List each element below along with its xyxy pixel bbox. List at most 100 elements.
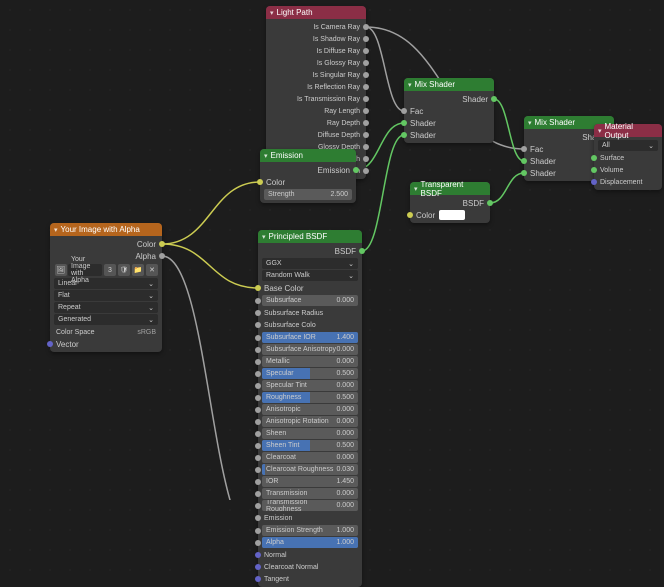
socket-out[interactable] <box>363 72 369 78</box>
socket-in[interactable] <box>255 467 261 473</box>
socket-in[interactable] <box>255 552 261 558</box>
socket-in[interactable] <box>591 167 597 173</box>
node-header[interactable]: ▾ Emission <box>260 149 356 162</box>
socket-in[interactable] <box>255 515 261 521</box>
socket-in[interactable] <box>591 179 597 185</box>
socket-out[interactable] <box>363 60 369 66</box>
socket-out[interactable] <box>363 96 369 102</box>
socket-in[interactable] <box>255 383 261 389</box>
users-icon[interactable]: 3 <box>104 264 116 276</box>
slider-transmission[interactable]: Transmission0.000 <box>262 488 358 499</box>
socket-out[interactable] <box>363 168 369 174</box>
slider-anisotropic-rotation[interactable]: Anisotropic Rotation0.000 <box>262 416 358 427</box>
socket-in[interactable] <box>255 479 261 485</box>
socket-out[interactable] <box>363 120 369 126</box>
node-header[interactable]: ▾ Material Output <box>594 124 662 137</box>
slider-subsurface[interactable]: Subsurface0.000 <box>262 295 358 306</box>
socket-in[interactable] <box>255 576 261 582</box>
socket-out[interactable] <box>159 241 165 247</box>
socket-out[interactable] <box>491 96 497 102</box>
socket-in[interactable] <box>521 170 527 176</box>
socket-out[interactable] <box>159 253 165 259</box>
socket-in[interactable] <box>255 335 261 341</box>
slider-alpha[interactable]: Alpha1.000 <box>262 537 358 548</box>
socket-in[interactable] <box>255 359 261 365</box>
slider-ior[interactable]: IOR1.450 <box>262 476 358 487</box>
socket-in[interactable] <box>255 564 261 570</box>
node-header[interactable]: ▾ Principled BSDF <box>258 230 362 243</box>
slider-clearcoat-roughness[interactable]: Clearcoat Roughness0.030 <box>262 464 358 475</box>
image-name-field[interactable]: Your Image with Alpha <box>68 264 102 276</box>
proj-dropdown[interactable]: Flat⌄ <box>54 290 158 301</box>
node-material-output[interactable]: ▾ Material Output All⌄ SurfaceVolumeDisp… <box>594 124 662 190</box>
socket-in[interactable] <box>255 503 261 509</box>
socket-in[interactable] <box>255 298 261 304</box>
socket-in[interactable] <box>407 212 413 218</box>
ext-dropdown[interactable]: Repeat⌄ <box>54 302 158 313</box>
image-icon[interactable]: 🖼 <box>55 264 67 276</box>
slider-anisotropic[interactable]: Anisotropic0.000 <box>262 404 358 415</box>
socket-in[interactable] <box>255 322 261 328</box>
socket-out[interactable] <box>363 48 369 54</box>
socket-in[interactable] <box>521 158 527 164</box>
open-icon[interactable]: 📁 <box>132 264 144 276</box>
socket-in[interactable] <box>591 155 597 161</box>
socket-out[interactable] <box>363 156 369 162</box>
sss-dropdown[interactable]: Random Walk⌄ <box>262 270 358 281</box>
color-swatch[interactable] <box>439 210 465 220</box>
node-image-texture[interactable]: ▾ Your Image with Alpha Color Alpha 🖼 Yo… <box>50 223 162 352</box>
node-mix-shader-1[interactable]: ▾ Mix Shader ShaderFacShaderShader <box>404 78 494 143</box>
node-header[interactable]: ▾ Your Image with Alpha <box>50 223 162 236</box>
socket-in[interactable] <box>401 108 407 114</box>
slider-emission-strength[interactable]: Emission Strength1.000 <box>262 525 358 536</box>
target-dropdown[interactable]: All⌄ <box>598 140 658 151</box>
socket-in[interactable] <box>255 285 261 291</box>
socket-out[interactable] <box>363 36 369 42</box>
socket-in[interactable] <box>255 310 261 316</box>
fake-user-icon[interactable]: 🛡 <box>118 264 130 276</box>
node-transparent-bsdf[interactable]: ▾ Transparent BSDF BSDF Color <box>410 182 490 223</box>
socket-out[interactable] <box>363 84 369 90</box>
slider-roughness[interactable]: Roughness0.500 <box>262 392 358 403</box>
socket-in[interactable] <box>257 179 263 185</box>
node-header[interactable]: ▾ Mix Shader <box>404 78 494 91</box>
socket-in[interactable] <box>255 371 261 377</box>
socket-out[interactable] <box>363 24 369 30</box>
socket-in[interactable] <box>47 341 53 347</box>
socket-in[interactable] <box>401 132 407 138</box>
node-header[interactable]: ▾ Light Path <box>266 6 366 19</box>
socket-out[interactable] <box>353 167 359 173</box>
socket-in[interactable] <box>255 540 261 546</box>
socket-in[interactable] <box>255 491 261 497</box>
socket-out[interactable] <box>363 132 369 138</box>
strength-slider[interactable]: Strength 2.500 <box>264 189 352 200</box>
node-emission[interactable]: ▾ Emission Emission Color Strength 2.500 <box>260 149 356 203</box>
socket-in[interactable] <box>255 407 261 413</box>
socket-in[interactable] <box>521 146 527 152</box>
slider-metallic[interactable]: Metallic0.000 <box>262 356 358 367</box>
socket-in[interactable] <box>255 419 261 425</box>
socket-in[interactable] <box>255 455 261 461</box>
dist-dropdown[interactable]: GGX⌄ <box>262 258 358 269</box>
node-principled-bsdf[interactable]: ▾ Principled BSDF BSDF GGX⌄ Random Walk⌄… <box>258 230 362 587</box>
socket-in[interactable] <box>255 395 261 401</box>
source-dropdown[interactable]: Generated⌄ <box>54 314 158 325</box>
slider-subsurface-ior[interactable]: Subsurface IOR1.400 <box>262 332 358 343</box>
socket-out[interactable] <box>487 200 493 206</box>
slider-subsurface-anisotropy[interactable]: Subsurface Anisotropy0.000 <box>262 344 358 355</box>
socket-out[interactable] <box>359 248 365 254</box>
socket-in[interactable] <box>255 347 261 353</box>
socket-out[interactable] <box>363 108 369 114</box>
slider-sheen-tint[interactable]: Sheen Tint0.500 <box>262 440 358 451</box>
slider-transmission-roughness[interactable]: Transmission Roughness0.000 <box>262 500 358 511</box>
slider-clearcoat[interactable]: Clearcoat0.000 <box>262 452 358 463</box>
socket-in[interactable] <box>255 528 261 534</box>
socket-in[interactable] <box>401 120 407 126</box>
interp-dropdown[interactable]: Linear⌄ <box>54 278 158 289</box>
slider-specular[interactable]: Specular0.500 <box>262 368 358 379</box>
node-header[interactable]: ▾ Transparent BSDF <box>410 182 490 195</box>
socket-in[interactable] <box>255 443 261 449</box>
unlink-icon[interactable]: ✕ <box>146 264 158 276</box>
slider-specular-tint[interactable]: Specular Tint0.000 <box>262 380 358 391</box>
socket-out[interactable] <box>363 144 369 150</box>
